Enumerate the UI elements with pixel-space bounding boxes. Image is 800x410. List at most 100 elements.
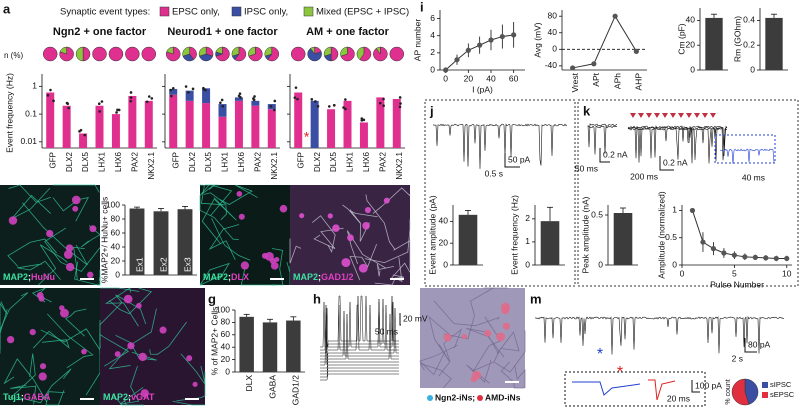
scale-label: 50 ms [375, 326, 398, 336]
x-tick-label: GFP [296, 152, 305, 168]
y-tick-label: 80 [548, 10, 558, 20]
dot [360, 117, 364, 120]
bar [239, 316, 254, 372]
pie-slice [267, 46, 280, 62]
dot [378, 101, 382, 105]
y-tick-label: 1 [32, 81, 37, 91]
dot [191, 87, 195, 91]
y-tick-label: 0 [443, 259, 448, 269]
stain-name: ; [228, 272, 231, 282]
dot [129, 96, 133, 99]
neurite [219, 184, 258, 205]
bar [95, 105, 104, 148]
y-tick-label: 20 [686, 39, 696, 49]
category-label: Ex1 [134, 257, 144, 272]
bar [218, 104, 227, 117]
neurite [15, 368, 72, 404]
bar [177, 209, 193, 275]
cell [332, 224, 340, 232]
neurite [99, 294, 147, 325]
y-tick-label: 40 [221, 341, 231, 351]
dot [184, 85, 188, 88]
bar [286, 320, 301, 372]
neurite [433, 300, 500, 327]
x-tick-label: 5 [732, 268, 737, 278]
stain-caption: MAP2;DLX [203, 272, 249, 282]
scale-label: 2 s [732, 353, 743, 363]
point [511, 32, 517, 38]
stim-marker [678, 113, 684, 118]
y-axis-label: %MAP2+/ HuNu+ cells [99, 197, 109, 283]
y-tick-label: 0 [750, 64, 755, 74]
x-tick-label: GAD1/2 [291, 375, 301, 406]
category-label: Ex3 [182, 257, 192, 272]
stain-name: ; [128, 392, 131, 402]
neurite [22, 202, 88, 266]
cell [114, 351, 121, 358]
scale-bar [504, 153, 520, 168]
bar [359, 122, 368, 148]
dot [239, 96, 242, 99]
point [570, 65, 576, 71]
scale-bar [399, 313, 401, 326]
dot [296, 97, 299, 101]
y-tick-label: 0.5 [665, 232, 677, 242]
point [700, 239, 706, 245]
dot [187, 91, 190, 94]
scale-label: 80 pA [748, 339, 771, 349]
neurite [180, 353, 206, 385]
bar [262, 322, 278, 372]
stain-caption: MAP2;vGAT [103, 392, 155, 402]
cell [60, 308, 69, 318]
neurite [493, 331, 520, 363]
pie-slice [323, 46, 332, 57]
x-tick-label: NKX2.1 [395, 151, 404, 179]
scale-label: 0.5 s [485, 168, 503, 178]
legend-label: sEPSC [770, 390, 795, 399]
neurite [104, 287, 139, 327]
point [773, 255, 779, 262]
y-axis-label: Amplitude (normalized) [656, 191, 666, 279]
point [454, 57, 460, 63]
cell [38, 295, 45, 302]
bar [765, 17, 783, 71]
trace [534, 315, 785, 355]
y-tick-label: 0 [598, 259, 603, 269]
dot [129, 99, 133, 103]
y-axis-label: Event frequency (Hz) [4, 73, 14, 153]
x-axis-label: I (pA) [472, 84, 493, 94]
dot [46, 94, 50, 97]
neurite [342, 204, 370, 242]
point [633, 48, 639, 54]
dot [49, 88, 52, 92]
bar [705, 17, 723, 71]
pie-slice [141, 46, 157, 62]
legend-label: Mixed (EPSC + IPSC) [316, 7, 409, 18]
neurite [149, 321, 187, 355]
neurite [204, 184, 219, 190]
bar [185, 100, 194, 148]
point [784, 255, 790, 262]
dot [98, 110, 101, 113]
y-axis-label: Avg (mV) [532, 22, 542, 57]
legend-label: sIPSC [770, 380, 792, 389]
stim-marker [670, 113, 676, 118]
cell [270, 261, 279, 270]
x-tick-label: NKX2.1 [270, 151, 279, 179]
neurite [347, 230, 386, 269]
cell [470, 376, 477, 383]
cell [264, 251, 274, 261]
legend-dot [477, 395, 483, 401]
y-tick-label: 0 [525, 259, 530, 269]
x-tick-label: DLX5 [81, 151, 90, 172]
neurite [199, 262, 230, 286]
bar [251, 105, 260, 148]
pie-slice [182, 46, 190, 57]
y-tick-label: 80 [111, 213, 121, 223]
trace [320, 304, 399, 357]
bar [79, 133, 88, 148]
stain-name: ; [318, 272, 321, 282]
y-tick-label: 6 [430, 13, 435, 23]
micrograph [419, 287, 526, 389]
